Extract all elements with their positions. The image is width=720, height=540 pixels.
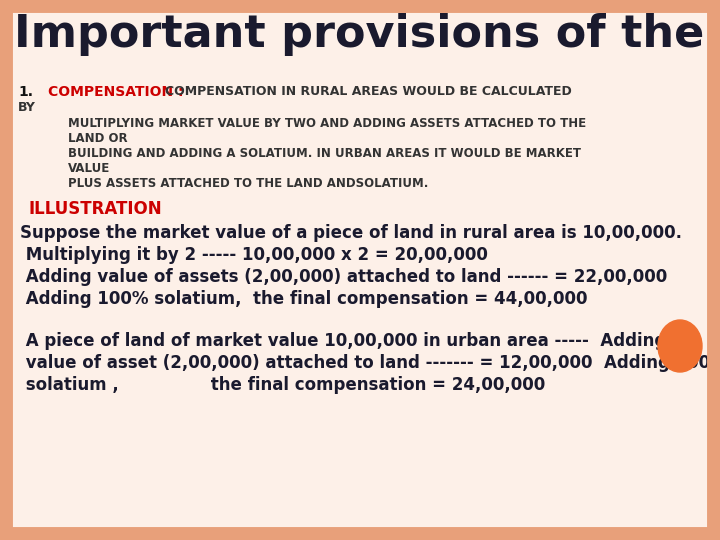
Text: Adding value of assets (2,00,000) attached to land ------ = 22,00,000: Adding value of assets (2,00,000) attach… — [20, 268, 667, 286]
Text: LAND OR: LAND OR — [68, 132, 127, 145]
Text: COMPENSATION IN RURAL AREAS WOULD BE CALCULATED: COMPENSATION IN RURAL AREAS WOULD BE CAL… — [165, 85, 572, 98]
Ellipse shape — [658, 320, 702, 372]
Text: A piece of land of market value 10,00,000 in urban area -----  Adding: A piece of land of market value 10,00,00… — [20, 332, 666, 350]
Text: VALUE: VALUE — [68, 162, 110, 175]
Text: ILLUSTRATION: ILLUSTRATION — [28, 200, 161, 218]
Text: Multiplying it by 2 ----- 10,00,000 x 2 = 20,00,000: Multiplying it by 2 ----- 10,00,000 x 2 … — [20, 246, 488, 264]
Text: solatium ,                the final compensation = 24,00,000: solatium , the final compensation = 24,0… — [20, 376, 545, 394]
Text: BUILDING AND ADDING A SOLATIUM. IN URBAN AREAS IT WOULD BE MARKET: BUILDING AND ADDING A SOLATIUM. IN URBAN… — [68, 147, 581, 160]
Text: MULTIPLYING MARKET VALUE BY TWO AND ADDING ASSETS ATTACHED TO THE: MULTIPLYING MARKET VALUE BY TWO AND ADDI… — [68, 117, 586, 130]
Text: Adding 100% solatium,  the final compensation = 44,00,000: Adding 100% solatium, the final compensa… — [20, 290, 588, 308]
Text: PLUS ASSETS ATTACHED TO THE LAND ANDSOLATIUM.: PLUS ASSETS ATTACHED TO THE LAND ANDSOLA… — [68, 177, 428, 190]
Text: 1.: 1. — [18, 85, 33, 99]
Text: Suppose the market value of a piece of land in rural area is 10,00,000.: Suppose the market value of a piece of l… — [20, 224, 682, 242]
Text: Important provisions of the new law: Important provisions of the new law — [14, 13, 720, 56]
Text: BY: BY — [18, 101, 36, 114]
Text: value of asset (2,00,000) attached to land ------- = 12,00,000  Adding 100%: value of asset (2,00,000) attached to la… — [20, 354, 720, 372]
Text: COMPENSATION :: COMPENSATION : — [48, 85, 189, 99]
